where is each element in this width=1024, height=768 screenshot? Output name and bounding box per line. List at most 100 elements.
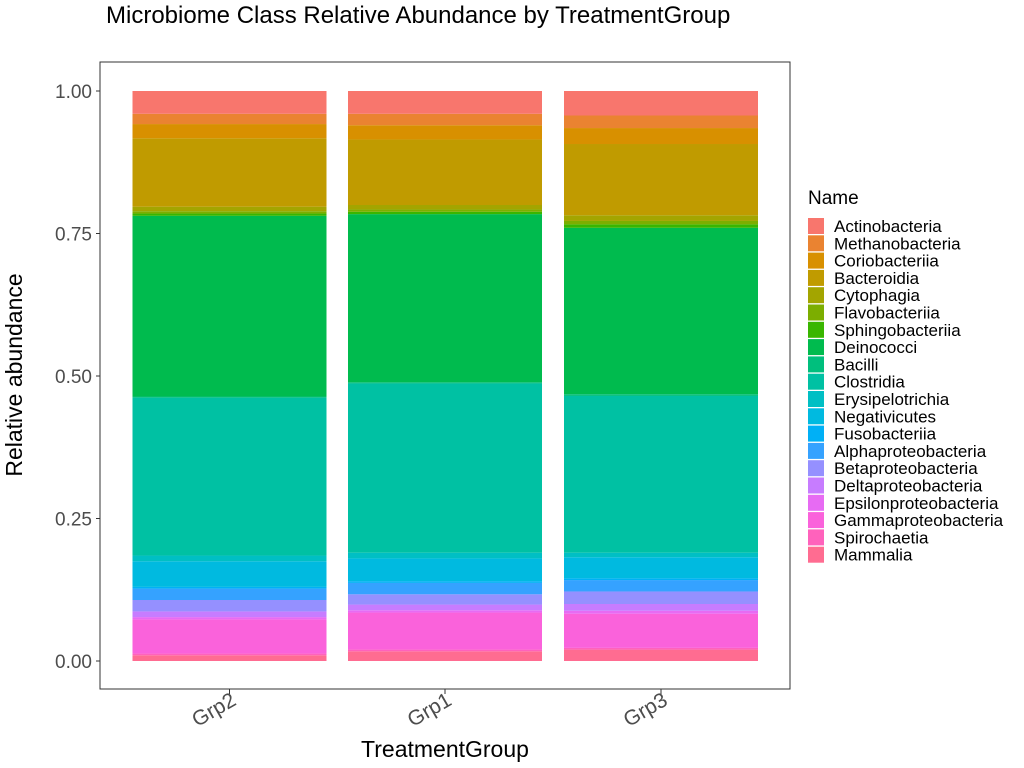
legend-label-gammaproteobacteria: Gammaproteobacteria <box>834 511 1004 530</box>
bar-segment-grp3-methanobacteria <box>564 115 758 129</box>
bar-segment-grp2-erysipelotrichia <box>132 555 327 562</box>
x-tick-label-grp2: Grp2 <box>188 688 240 731</box>
bar-segment-grp1-clostridia <box>348 383 542 553</box>
bar-segment-grp1-deinococci <box>348 214 542 383</box>
bar-segment-grp2-epsilonproteobacteria <box>132 617 327 620</box>
legend-title: Name <box>808 188 859 209</box>
bar-segment-grp2-sphingobacteriia <box>132 213 327 216</box>
bar-segment-grp3-betaproteobacteria <box>564 591 758 604</box>
legend-swatch-actinobacteria <box>808 218 824 234</box>
bar-segment-grp2-actinobacteria <box>132 91 327 114</box>
bar-segment-grp1-gammaproteobacteria <box>348 612 542 650</box>
legend-label-spirochaetia: Spirochaetia <box>834 528 929 547</box>
legend-label-fusobacteriia: Fusobacteriia <box>834 425 937 444</box>
bar-segment-grp2-alphaproteobacteria <box>132 588 327 601</box>
bar-segment-grp3-cytophagia <box>564 215 758 221</box>
bar-segment-grp3-spirochaetia <box>564 647 758 650</box>
bar-segment-grp2-clostridia <box>132 397 327 556</box>
y-tick-label: 0.75 <box>55 225 92 246</box>
legend-label-sphingobacteriia: Sphingobacteriia <box>834 321 961 340</box>
legend-swatch-methanobacteria <box>808 235 824 252</box>
legend-swatch-alphaproteobacteria <box>808 442 824 459</box>
plot-area <box>132 91 758 661</box>
legend: ActinobacteriaMethanobacteriaCoriobacter… <box>808 217 1004 565</box>
bar-segment-grp2-negativicutes <box>132 561 327 587</box>
bar-segment-grp3-erysipelotrichia <box>564 552 758 558</box>
bar-segment-grp2-betaproteobacteria <box>132 600 327 612</box>
x-axis: Grp2 Grp1 Grp3 <box>188 688 671 731</box>
bar-segment-grp1-epsilonproteobacteria <box>348 610 542 613</box>
bar-segment-grp3-sphingobacteriia <box>564 224 758 228</box>
legend-label-cytophagia: Cytophagia <box>834 286 921 305</box>
bar-segment-grp2-deinococci <box>132 215 327 397</box>
legend-label-negativicutes: Negativicutes <box>834 407 936 426</box>
legend-label-epsilonproteobacteria: Epsilonproteobacteria <box>834 494 999 513</box>
legend-label-erysipelotrichia: Erysipelotrichia <box>834 390 950 409</box>
bar-segment-grp1-actinobacteria <box>348 91 542 114</box>
bar-segment-grp3-mammalia <box>564 649 758 661</box>
bar-segment-grp2-bacteroidia <box>132 138 327 207</box>
legend-swatch-spirochaetia <box>808 529 824 546</box>
y-tick-label: 0.25 <box>55 510 92 531</box>
bar-segment-grp1-sphingobacteriia <box>348 211 542 215</box>
legend-swatch-erysipelotrichia <box>808 391 824 407</box>
bar-segment-grp1-spirochaetia <box>348 649 542 652</box>
bar-segment-grp2-deltaproteobacteria <box>132 611 327 618</box>
bar-segment-grp3-epsilonproteobacteria <box>564 610 758 614</box>
legend-label-actinobacteria: Actinobacteria <box>834 217 942 236</box>
legend-swatch-bacteroidia <box>808 269 824 286</box>
bar-segment-grp2-mammalia <box>132 655 327 661</box>
y-tick-label: 1.00 <box>55 82 92 103</box>
legend-swatch-deinococci <box>808 339 824 356</box>
bar-segment-grp2-cytophagia <box>132 206 327 212</box>
legend-swatch-deltaproteobacteria <box>808 477 824 494</box>
legend-swatch-negativicutes <box>808 408 824 425</box>
legend-swatch-coriobacteriia <box>808 252 824 269</box>
bar-segment-grp1-flavobacteriia <box>348 209 542 212</box>
x-tick-label-grp3: Grp3 <box>620 688 672 731</box>
legend-label-betaproteobacteria: Betaproteobacteria <box>834 459 978 478</box>
bar-segment-grp1-mammalia <box>348 651 542 661</box>
y-tick-label: 0.00 <box>55 652 92 673</box>
bar-segment-grp1-bacteroidia <box>348 139 542 205</box>
bar-segment-grp3-clostridia <box>564 395 758 553</box>
legend-swatch-betaproteobacteria <box>808 460 824 477</box>
legend-label-clostridia: Clostridia <box>834 373 905 392</box>
legend-swatch-sphingobacteriia <box>808 321 824 338</box>
bar-segment-grp3-actinobacteria <box>564 91 758 116</box>
bar-segment-grp2-spirochaetia <box>132 653 327 656</box>
bar-segment-grp2-flavobacteriia <box>132 211 327 214</box>
bar-segment-grp3-negativicutes <box>564 557 758 579</box>
bar-segment-grp1-coriobacteriia <box>348 125 542 140</box>
bar-segment-grp2-coriobacteriia <box>132 124 327 139</box>
y-tick-label: 0.50 <box>55 367 92 388</box>
y-axis-title: Relative abundance <box>1 273 27 476</box>
legend-swatch-mammalia <box>808 546 824 563</box>
bar-segment-grp1-erysipelotrichia <box>348 552 542 559</box>
legend-swatch-fusobacteriia <box>808 425 824 442</box>
legend-label-deinococci: Deinococci <box>834 338 917 357</box>
legend-label-methanobacteria: Methanobacteria <box>834 234 961 253</box>
bar-segment-grp1-alphaproteobacteria <box>348 582 542 595</box>
legend-swatch-flavobacteriia <box>808 304 824 321</box>
bar-segment-grp3-deltaproteobacteria <box>564 604 758 611</box>
legend-swatch-cytophagia <box>808 287 824 304</box>
legend-label-bacilli: Bacilli <box>834 355 878 374</box>
bar-segment-grp2-gammaproteobacteria <box>132 619 327 654</box>
bar-segment-grp3-gammaproteobacteria <box>564 613 758 648</box>
legend-label-bacteroidia: Bacteroidia <box>834 269 920 288</box>
bar-segment-grp1-negativicutes <box>348 558 542 582</box>
y-axis: 0.00 0.25 0.50 0.75 1.00 <box>55 82 100 673</box>
bar-segment-grp3-coriobacteriia <box>564 128 758 145</box>
bar-segment-grp2-methanobacteria <box>132 113 327 125</box>
legend-label-mammalia: Mammalia <box>834 546 913 565</box>
legend-swatch-epsilonproteobacteria <box>808 494 824 511</box>
chart-title: Microbiome Class Relative Abundance by T… <box>106 2 730 29</box>
bar-segment-grp1-bacilli <box>348 382 542 384</box>
legend-label-deltaproteobacteria: Deltaproteobacteria <box>834 477 983 496</box>
legend-label-alphaproteobacteria: Alphaproteobacteria <box>834 442 987 461</box>
x-axis-title: TreatmentGroup <box>361 736 529 762</box>
bar-segment-grp1-fusobacteriia <box>348 581 542 583</box>
bar-segment-grp2-bacilli <box>132 396 327 398</box>
